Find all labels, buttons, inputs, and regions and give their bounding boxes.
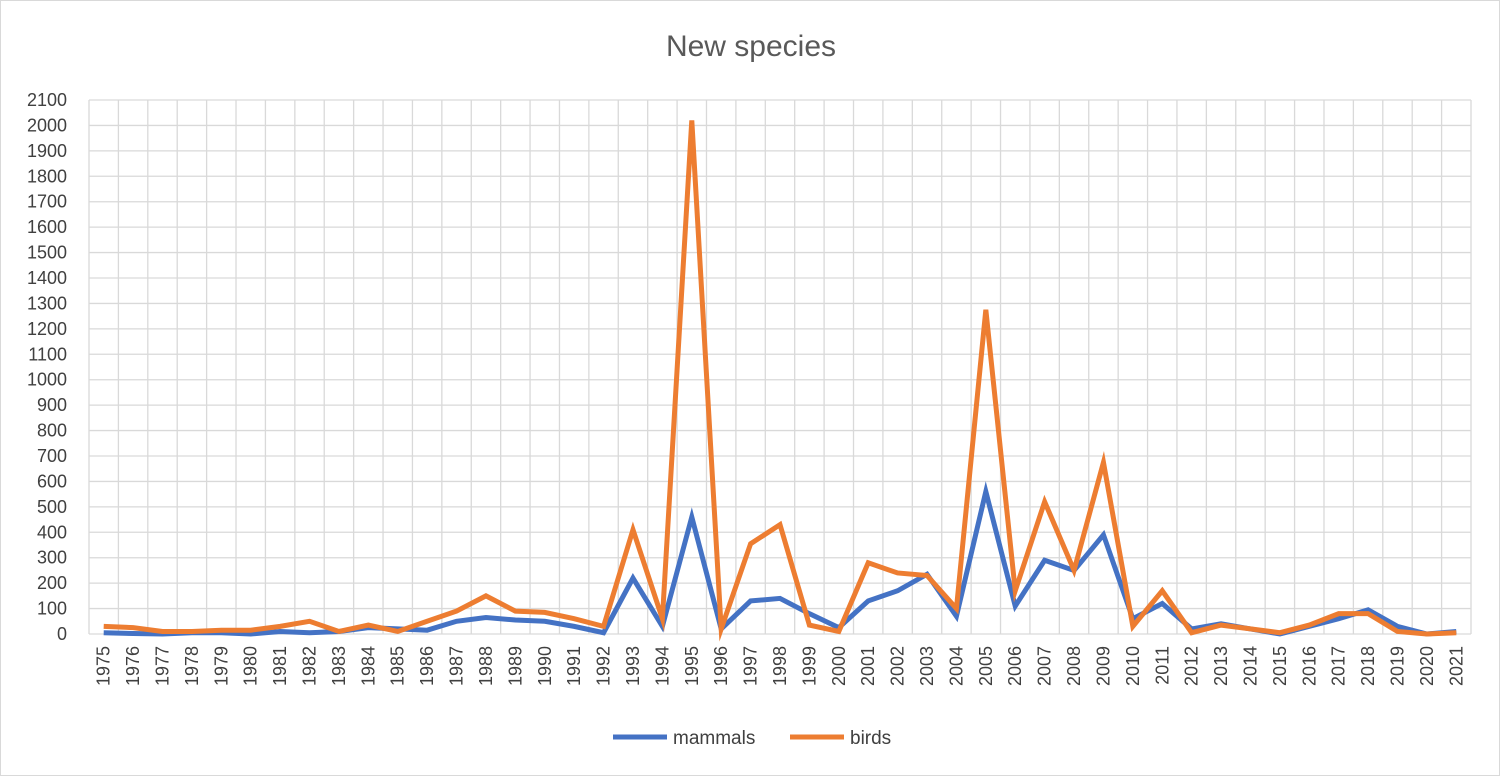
y-tick-label: 900 bbox=[37, 395, 67, 415]
legend: mammals birds bbox=[613, 728, 891, 749]
x-tick-label: 2009 bbox=[1093, 646, 1113, 686]
x-tick-label: 2008 bbox=[1064, 646, 1084, 686]
x-tick-label: 2016 bbox=[1299, 646, 1319, 686]
y-tick-label: 200 bbox=[37, 573, 67, 593]
x-tick-label: 1992 bbox=[594, 646, 614, 686]
x-axis-ticks: 1975 1976 1977 1978 1979 1980 1981 1982 1983 1984… bbox=[94, 646, 1467, 686]
x-tick-label: 1981 bbox=[270, 646, 290, 686]
x-tick-label: 2006 bbox=[1005, 646, 1025, 686]
legend-label-birds: birds bbox=[850, 728, 891, 749]
y-tick-label: 1200 bbox=[27, 319, 67, 339]
y-tick-label: 1400 bbox=[27, 268, 67, 288]
y-tick-label: 2100 bbox=[27, 90, 67, 110]
x-tick-label: 1982 bbox=[300, 646, 320, 686]
y-tick-label: 2000 bbox=[27, 115, 67, 135]
x-tick-label: 1986 bbox=[417, 646, 437, 686]
x-tick-label: 1984 bbox=[358, 646, 378, 686]
x-tick-label: 2001 bbox=[858, 646, 878, 686]
x-tick-label: 1977 bbox=[153, 646, 173, 686]
series-line-mammals bbox=[103, 481, 1457, 637]
x-tick-label: 1999 bbox=[799, 646, 819, 686]
x-tick-label: 2002 bbox=[888, 646, 908, 686]
gridlines bbox=[88, 99, 1472, 635]
x-tick-label: 2004 bbox=[946, 646, 966, 686]
x-tick-label: 2019 bbox=[1387, 646, 1407, 686]
x-tick-label: 1989 bbox=[505, 646, 525, 686]
x-tick-label: 1994 bbox=[652, 646, 672, 686]
x-tick-label: 2013 bbox=[1211, 646, 1231, 686]
y-tick-label: 300 bbox=[37, 548, 67, 568]
x-tick-label: 1987 bbox=[447, 646, 467, 686]
y-tick-label: 0 bbox=[57, 624, 67, 644]
y-tick-label: 1000 bbox=[27, 370, 67, 390]
x-tick-label: 2021 bbox=[1446, 646, 1466, 686]
x-tick-label: 1975 bbox=[94, 646, 114, 686]
x-tick-label: 2003 bbox=[917, 646, 937, 686]
x-tick-label: 2014 bbox=[1240, 646, 1260, 686]
legend-label-mammals: mammals bbox=[673, 728, 755, 749]
x-tick-label: 2005 bbox=[976, 646, 996, 686]
y-tick-label: 1800 bbox=[27, 166, 67, 186]
x-tick-label: 2011 bbox=[1152, 646, 1172, 685]
x-tick-label: 2012 bbox=[1182, 646, 1202, 686]
y-tick-label: 1600 bbox=[27, 217, 67, 237]
x-tick-label: 1995 bbox=[682, 646, 702, 686]
y-tick-label: 1300 bbox=[27, 293, 67, 313]
y-tick-label: 1500 bbox=[27, 243, 67, 263]
x-tick-label: 1993 bbox=[623, 646, 643, 686]
x-tick-label: 1983 bbox=[329, 646, 349, 686]
y-tick-label: 400 bbox=[37, 522, 67, 542]
x-tick-label: 2020 bbox=[1417, 646, 1437, 686]
x-tick-label: 2018 bbox=[1358, 646, 1378, 686]
x-tick-label: 2017 bbox=[1329, 646, 1349, 686]
x-tick-label: 1996 bbox=[711, 646, 731, 686]
x-tick-label: 1991 bbox=[564, 646, 584, 686]
x-tick-label: 1978 bbox=[182, 646, 202, 686]
y-tick-label: 600 bbox=[37, 471, 67, 491]
x-tick-label: 2000 bbox=[829, 646, 849, 686]
x-tick-label: 1990 bbox=[535, 646, 555, 686]
x-tick-label: 1997 bbox=[741, 646, 761, 686]
y-tick-label: 1100 bbox=[28, 344, 67, 364]
chart-title: New species bbox=[666, 30, 836, 63]
y-tick-label: 700 bbox=[37, 446, 67, 466]
x-tick-label: 1985 bbox=[388, 646, 408, 686]
x-tick-label: 2015 bbox=[1270, 646, 1290, 686]
y-tick-label: 800 bbox=[37, 421, 67, 441]
y-tick-label: 100 bbox=[37, 599, 67, 619]
x-tick-label: 1988 bbox=[476, 646, 496, 686]
y-tick-label: 1900 bbox=[27, 141, 67, 161]
x-tick-label: 2007 bbox=[1035, 646, 1055, 686]
x-tick-label: 2010 bbox=[1123, 646, 1143, 686]
y-tick-label: 1700 bbox=[27, 192, 67, 212]
y-axis-ticks: 0 100 200 300 400 500 600 700 800 900 1000 1100 1200… bbox=[27, 90, 67, 644]
x-tick-label: 1976 bbox=[123, 646, 143, 686]
series-line-birds bbox=[103, 120, 1457, 642]
series-lines bbox=[102, 120, 1459, 642]
y-tick-label: 500 bbox=[37, 497, 67, 517]
x-tick-label: 1998 bbox=[770, 646, 790, 686]
x-tick-label: 1979 bbox=[211, 646, 231, 686]
series-points-mammals bbox=[102, 490, 1459, 636]
x-tick-label: 1980 bbox=[241, 646, 261, 686]
